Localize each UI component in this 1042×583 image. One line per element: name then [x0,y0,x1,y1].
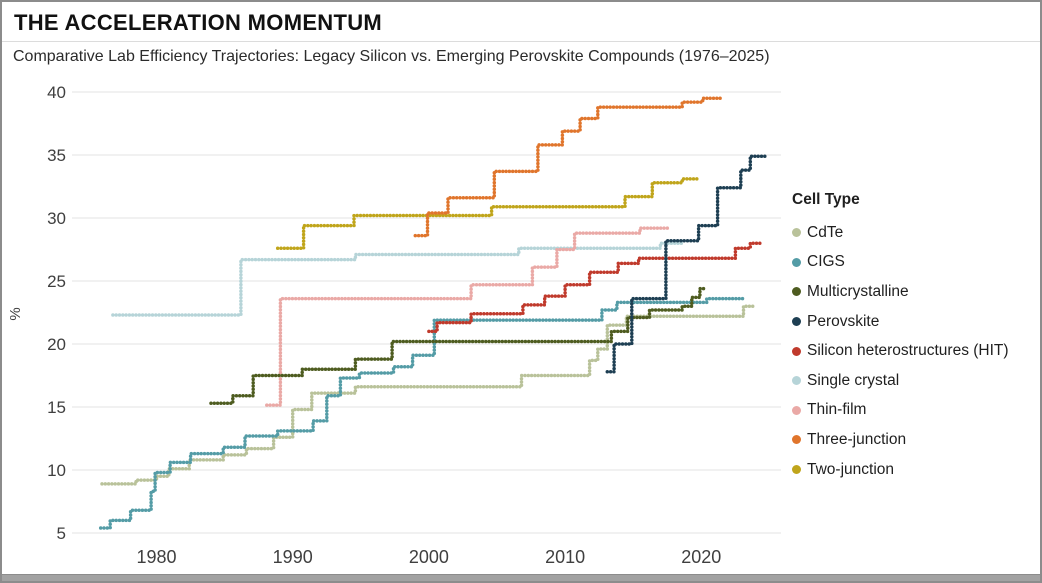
legend-label: CdTe [807,223,844,241]
y-tick-label: 15 [47,398,66,417]
x-tick-label: 2000 [409,547,449,567]
y-tick-label: 25 [47,272,66,291]
legend-swatch-icon [792,376,801,386]
legend-item-cdte[interactable]: CdTe [792,218,1040,248]
series-two-junction [275,177,699,250]
legend-swatch-icon [792,435,801,445]
y-tick-label: 20 [47,335,66,354]
series-multicrystalline [209,286,706,405]
legend-swatch-icon [792,228,801,238]
y-tick-label: 30 [47,209,66,228]
y-tick-label: 5 [57,524,66,543]
series-silicon-heterostructures-hit- [427,241,762,334]
series-cdte [100,304,755,486]
legend-swatch-icon [792,465,801,475]
y-tick-label: 35 [47,146,66,165]
series-perovskite [605,154,767,374]
legend-swatch-icon [792,346,801,356]
legend-swatch-icon [792,317,801,327]
legend-item-thin-film[interactable]: Thin-film [792,396,1040,426]
y-tick-label: 10 [47,461,66,480]
legend-label: Silicon heterostructures (HIT) [807,342,1009,360]
legend-label: Perovskite [807,312,880,330]
y-axis-label: % [7,307,24,320]
legend-swatch-icon [792,287,801,297]
x-tick-label: 2010 [545,547,585,567]
legend-item-list: CdTe CIGS Multicrystalline Perovskite Silico… [792,218,1040,484]
page-title: THE ACCELERATION MOMENTUM [14,10,383,35]
series-cigs [98,296,745,530]
legend-item-multicrystalline[interactable]: Multicrystalline [792,277,1040,307]
x-tick-label: 1990 [273,547,313,567]
legend-item-three-junction[interactable]: Three-junction [792,425,1040,455]
title-divider [2,41,1040,42]
legend: Cell Type CdTe CIGS Multicrystalline Perovs… [792,191,1040,484]
x-tick-label: 1980 [136,547,176,567]
legend-item-single-crystal[interactable]: Single crystal [792,366,1040,396]
legend-item-perovskite[interactable]: Perovskite [792,307,1040,337]
bottom-edge-bar [2,574,1040,581]
legend-item-cigs[interactable]: CIGS [792,248,1040,278]
legend-item-silicon-heterostructures-hit-[interactable]: Silicon heterostructures (HIT) [792,336,1040,366]
legend-label: Three-junction [807,430,907,448]
legend-item-two-junction[interactable]: Two-junction [792,455,1040,485]
legend-label: Two-junction [807,460,895,478]
legend-swatch-icon [792,257,801,267]
legend-swatch-icon [792,405,801,415]
series-three-junction [413,96,722,238]
x-tick-label: 2020 [681,547,721,567]
legend-label: Thin-film [807,401,867,419]
legend-title: Cell Type [792,191,860,208]
legend-label: Single crystal [807,371,900,389]
y-tick-label: 40 [47,83,66,102]
legend-label: CIGS [807,253,845,271]
chart-subtitle: Comparative Lab Efficiency Trajectories:… [13,48,770,65]
series-single-crystal [111,241,684,317]
legend-label: Multicrystalline [807,282,909,300]
